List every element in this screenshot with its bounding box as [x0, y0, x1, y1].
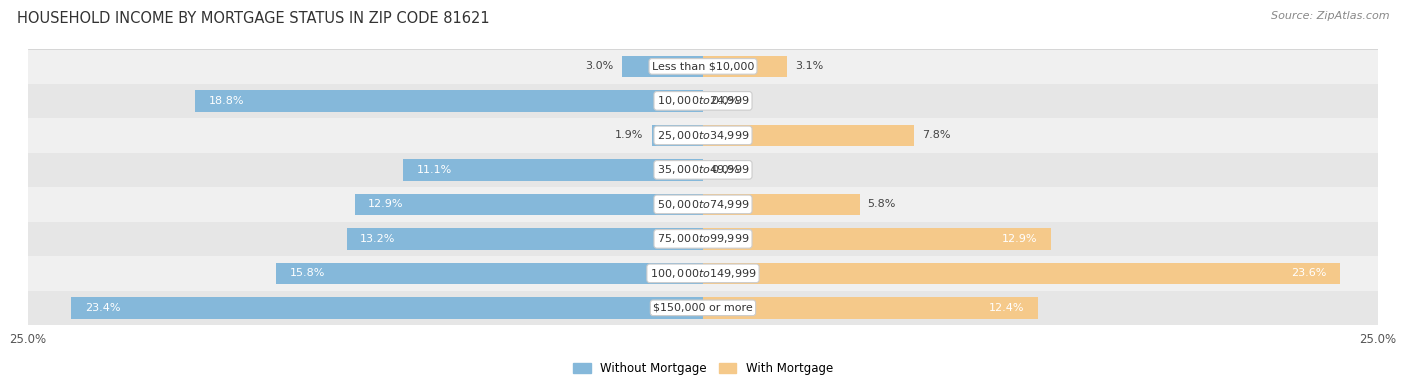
Bar	[703, 297, 1038, 319]
Text: $75,000 to $99,999: $75,000 to $99,999	[657, 232, 749, 245]
Text: 11.1%: 11.1%	[416, 165, 453, 175]
Text: 15.8%: 15.8%	[290, 268, 325, 278]
Text: $100,000 to $149,999: $100,000 to $149,999	[650, 267, 756, 280]
Text: Source: ZipAtlas.com: Source: ZipAtlas.com	[1271, 11, 1389, 21]
Text: 23.6%: 23.6%	[1291, 268, 1327, 278]
Bar	[347, 228, 703, 249]
Text: $25,000 to $34,999: $25,000 to $34,999	[657, 129, 749, 142]
Bar	[703, 125, 914, 146]
Legend: Without Mortgage, With Mortgage: Without Mortgage, With Mortgage	[568, 358, 838, 378]
Bar	[404, 159, 703, 181]
Bar	[28, 256, 1378, 291]
Bar	[28, 118, 1378, 153]
Bar	[652, 125, 703, 146]
Text: 3.1%: 3.1%	[794, 61, 823, 71]
Text: 23.4%: 23.4%	[84, 303, 121, 313]
Bar	[354, 194, 703, 215]
Bar	[28, 49, 1378, 84]
Text: 13.2%: 13.2%	[360, 234, 395, 244]
Text: Less than $10,000: Less than $10,000	[652, 61, 754, 71]
Bar	[703, 263, 1340, 284]
Bar	[621, 56, 703, 77]
Text: HOUSEHOLD INCOME BY MORTGAGE STATUS IN ZIP CODE 81621: HOUSEHOLD INCOME BY MORTGAGE STATUS IN Z…	[17, 11, 489, 26]
Text: $35,000 to $49,999: $35,000 to $49,999	[657, 163, 749, 177]
Text: $50,000 to $74,999: $50,000 to $74,999	[657, 198, 749, 211]
Text: $150,000 or more: $150,000 or more	[654, 303, 752, 313]
Bar	[703, 56, 787, 77]
Bar	[72, 297, 703, 319]
Text: 12.4%: 12.4%	[988, 303, 1024, 313]
Text: 7.8%: 7.8%	[922, 130, 950, 140]
Bar	[195, 90, 703, 112]
Text: 3.0%: 3.0%	[586, 61, 614, 71]
Text: 12.9%: 12.9%	[1002, 234, 1038, 244]
Text: 0.0%: 0.0%	[711, 165, 740, 175]
Bar	[703, 194, 859, 215]
Text: 5.8%: 5.8%	[868, 199, 896, 209]
Text: 12.9%: 12.9%	[368, 199, 404, 209]
Bar	[28, 187, 1378, 222]
Text: 1.9%: 1.9%	[616, 130, 644, 140]
Text: $10,000 to $24,999: $10,000 to $24,999	[657, 94, 749, 107]
Bar	[277, 263, 703, 284]
Bar	[28, 84, 1378, 118]
Bar	[28, 291, 1378, 325]
Bar	[28, 153, 1378, 187]
Bar	[28, 222, 1378, 256]
Text: 18.8%: 18.8%	[209, 96, 245, 106]
Bar	[703, 228, 1052, 249]
Text: 0.0%: 0.0%	[711, 96, 740, 106]
